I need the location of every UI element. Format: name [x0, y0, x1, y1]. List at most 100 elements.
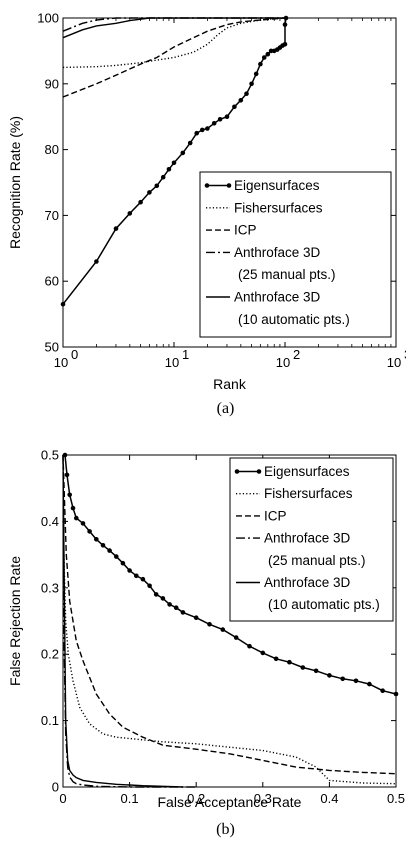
x-tick-exponent: 1	[182, 347, 189, 362]
y-tick-label: 100	[37, 11, 59, 26]
data-point	[87, 529, 92, 534]
x-tick-label: 10	[387, 355, 401, 370]
data-point	[147, 190, 152, 195]
data-point	[147, 583, 152, 589]
legend-marker	[234, 469, 240, 474]
data-point	[138, 199, 143, 205]
legend-marker	[226, 183, 232, 188]
plot-frame	[62, 17, 397, 348]
x-tick-label: 0.2	[187, 791, 205, 806]
data-point	[193, 615, 199, 620]
data-point	[260, 650, 266, 656]
data-point	[160, 174, 166, 180]
y-tick-label: 0.4	[41, 514, 59, 529]
chart-a: 1001011021035060708090100RankRecognition…	[7, 11, 406, 418]
data-point	[180, 150, 186, 156]
data-point	[247, 643, 252, 649]
data-point	[200, 127, 205, 133]
data-point	[244, 91, 249, 96]
x-tick-label: 0.1	[121, 791, 139, 806]
x-tick-label: 0.3	[254, 791, 272, 806]
legend-label: Anthroface 3D	[234, 245, 321, 260]
y-tick-label: 90	[45, 76, 59, 91]
data-point	[94, 537, 99, 542]
legend-label: (10 automatic pts.)	[268, 597, 380, 612]
y-tick-label: 0	[52, 780, 59, 795]
data-point	[140, 576, 146, 582]
data-point	[187, 140, 193, 146]
data-point	[233, 635, 239, 640]
data-point	[380, 688, 386, 693]
legend-label: (10 automatic pts.)	[238, 312, 350, 327]
data-point	[160, 596, 166, 601]
data-point	[282, 42, 288, 47]
y-tick-label: 50	[45, 340, 59, 355]
x-tick-exponent: 0	[71, 347, 78, 362]
x-tick-label: 10	[276, 355, 290, 370]
data-point	[67, 492, 72, 498]
data-point	[220, 627, 226, 632]
data-point	[167, 602, 172, 607]
data-point	[300, 665, 306, 670]
data-point	[265, 51, 271, 57]
data-point	[327, 673, 332, 678]
data-point	[273, 656, 279, 662]
chart-b: 0 0.1 0.2 0.3 0.4 0.5 0 0.1 0.2 0.3 0.4 0.5 False Ac…	[7, 448, 405, 839]
data-point	[153, 592, 159, 597]
data-point	[114, 554, 119, 559]
data-point	[64, 472, 70, 478]
legend-label: (25 manual pts.)	[268, 553, 366, 568]
data-point	[134, 573, 139, 579]
data-point	[70, 505, 76, 511]
data-point	[113, 226, 119, 231]
x-tick-label: 10	[165, 355, 179, 370]
y-tick-label: 0.3	[41, 580, 59, 595]
series-line-2	[62, 454, 397, 775]
legend-label: Fishersurfaces	[234, 200, 323, 215]
x-axis-label: False Acceptance Rate	[158, 794, 302, 810]
legend-marker	[204, 183, 210, 188]
y-axis-label: Recognition Rate (%)	[7, 116, 23, 249]
y-tick-label: 0.5	[41, 448, 59, 463]
legend-label: Anthroface 3D	[264, 531, 351, 546]
caption: (a)	[217, 400, 235, 417]
series-line-4	[62, 454, 183, 788]
legend-label: Fishersurfaces	[264, 486, 353, 501]
data-point	[100, 543, 106, 548]
series-line-1	[62, 17, 286, 69]
legend-box	[199, 171, 392, 338]
data-point	[107, 548, 112, 553]
x-axis-label: Rank	[213, 376, 247, 392]
x-tick-label: 0.5	[387, 791, 405, 806]
data-point	[205, 126, 210, 131]
plot-frame	[62, 454, 397, 788]
data-point	[238, 98, 244, 103]
legend-label: ICP	[234, 223, 257, 238]
x-tick-label: 0	[59, 791, 66, 806]
legend-label: Anthroface 3D	[234, 290, 321, 305]
x-tick-label: 0.4	[320, 791, 338, 806]
data-point	[211, 121, 217, 126]
data-point	[127, 568, 132, 573]
data-point	[94, 259, 99, 264]
legend-box	[229, 457, 394, 622]
data-point	[258, 61, 263, 67]
data-point	[194, 130, 199, 136]
x-tick-label: 10	[54, 355, 68, 370]
data-point	[207, 622, 212, 627]
data-point	[217, 117, 223, 122]
data-point	[313, 668, 319, 674]
y-tick-label: 70	[45, 208, 59, 223]
data-point	[80, 521, 86, 526]
legend-label: ICP	[264, 508, 287, 523]
data-point	[367, 681, 372, 687]
data-point	[180, 610, 186, 615]
y-tick-label: 0.2	[41, 647, 59, 662]
data-point	[127, 211, 133, 216]
data-point	[74, 515, 79, 521]
data-point	[353, 678, 359, 684]
legend-marker	[256, 469, 262, 474]
data-point	[253, 71, 259, 77]
data-point	[171, 160, 177, 166]
data-point	[287, 659, 292, 665]
